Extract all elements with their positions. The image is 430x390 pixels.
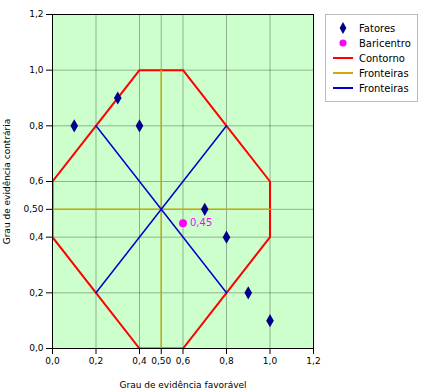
svg-text:0,2: 0,2 — [89, 356, 103, 366]
svg-text:0,0: 0,0 — [29, 343, 44, 353]
html-text:Fronteiras: Fronteiras — [359, 67, 409, 79]
svg-text:0,0: 0,0 — [45, 356, 60, 366]
html-text:Fronteiras: Fronteiras — [359, 82, 409, 94]
svg-text:1,0: 1,0 — [29, 65, 44, 75]
svg-text:0,8: 0,8 — [29, 121, 44, 131]
svg-text:0,50: 0,50 — [151, 356, 171, 366]
svg-text:0,8: 0,8 — [219, 356, 234, 366]
svg-text:1,0: 1,0 — [263, 356, 278, 366]
svg-text:0,6: 0,6 — [176, 356, 191, 366]
html-text:Baricentro: Baricentro — [359, 37, 411, 49]
svg-text:0,4: 0,4 — [29, 232, 44, 242]
svg-text:0,4: 0,4 — [132, 356, 147, 366]
svg-text:Grau de evidência favorável: Grau de evidência favorável — [119, 380, 246, 390]
svg-text:0,50: 0,50 — [23, 204, 43, 214]
svg-text:0,6: 0,6 — [29, 176, 44, 186]
svg-text:0,45: 0,45 — [190, 217, 212, 228]
html-text:Contorno: Contorno — [359, 52, 405, 64]
svg-text:1,2: 1,2 — [306, 356, 320, 366]
html-text:Fatores: Fatores — [359, 22, 396, 34]
svg-text:1,2: 1,2 — [29, 9, 43, 19]
svg-text:0,2: 0,2 — [29, 288, 43, 298]
svg-text:Grau de evidência contrária: Grau de evidência contrária — [2, 119, 12, 245]
